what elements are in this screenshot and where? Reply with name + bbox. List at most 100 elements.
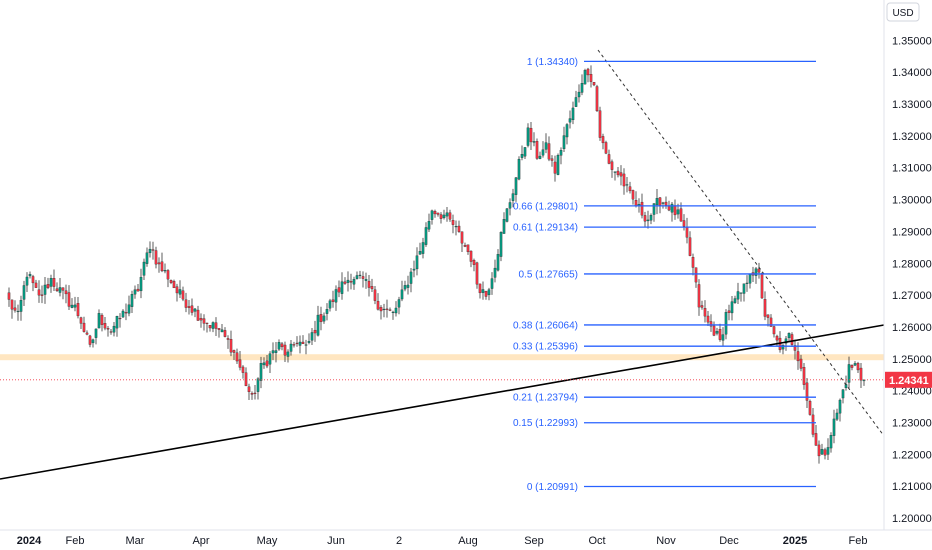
candle-body — [607, 154, 611, 164]
x-tick-label: Dec — [719, 535, 739, 547]
fib-label: 0.15 (1.22993) — [513, 418, 578, 429]
candle-body — [76, 303, 80, 317]
candle-body — [367, 280, 371, 288]
candle-body — [505, 208, 509, 222]
candle-body — [655, 198, 659, 206]
candle-body — [646, 219, 650, 222]
time-axis[interactable]: 2024 Feb Mar Apr May Jun 2 Aug Sep Oct Nov Dec 2025 F… — [0, 529, 932, 547]
zone-band — [0, 354, 884, 361]
candle-body — [508, 202, 512, 209]
candle-body — [493, 267, 497, 278]
candle-body — [538, 155, 542, 159]
y-tick-label: 1.35000 — [892, 35, 932, 47]
candle-body — [415, 255, 419, 270]
fib-label: 0.38 (1.26064) — [513, 320, 578, 331]
candle-body — [733, 298, 737, 303]
candle-body — [817, 444, 821, 457]
candle-body — [385, 308, 389, 310]
candle-body — [640, 201, 644, 216]
candle-body — [307, 341, 311, 343]
candle-body — [268, 353, 272, 365]
candle-body — [814, 433, 818, 446]
candle-body — [247, 386, 251, 393]
candle-body — [709, 321, 713, 327]
candle-body — [148, 248, 152, 254]
candle-body — [502, 219, 506, 234]
candle-body — [409, 271, 413, 284]
candle-body — [262, 362, 266, 366]
candle-body — [391, 311, 395, 313]
candle-body — [478, 283, 482, 294]
candles — [7, 65, 866, 464]
candle-body — [325, 309, 329, 314]
y-tick-label: 1.25000 — [892, 354, 932, 366]
candle-body — [316, 314, 320, 336]
candle-body — [595, 86, 599, 112]
candle-body — [775, 335, 779, 341]
candle-body — [331, 299, 335, 302]
candle-body — [838, 399, 842, 414]
candle-body — [334, 289, 338, 303]
candle-body — [763, 299, 767, 317]
candle-body — [787, 332, 791, 339]
candle-body — [352, 279, 356, 285]
candle-body — [118, 318, 122, 320]
candle-body — [319, 314, 323, 323]
candle-body — [142, 261, 146, 276]
candle-body — [340, 281, 344, 294]
candle-body — [184, 299, 188, 308]
y-tick-label: 1.20000 — [892, 513, 932, 525]
candle-body — [292, 344, 296, 346]
candle-body — [97, 313, 101, 329]
candle-body — [67, 292, 71, 307]
x-tick-label: Nov — [656, 535, 676, 547]
candle-body — [370, 286, 374, 290]
candle-body — [166, 270, 170, 280]
candle-body — [688, 237, 692, 256]
candle-body — [823, 449, 827, 456]
currency-badge[interactable] — [886, 2, 920, 22]
candle-body — [298, 341, 302, 346]
candle-body — [136, 288, 140, 292]
candle-body — [730, 301, 734, 314]
candle-body — [727, 310, 731, 313]
candle-body — [427, 221, 431, 230]
candle-body — [88, 335, 92, 345]
candle-body — [703, 308, 707, 317]
price-axis[interactable]: USD1.200001.210001.220001.230001.240001.… — [883, 0, 932, 530]
candle-body — [547, 143, 551, 160]
candle-body — [613, 171, 617, 173]
candle-body — [565, 124, 569, 138]
x-tick-label: 2 — [396, 535, 402, 547]
candle-body — [463, 245, 467, 247]
x-tick-label: Aug — [458, 535, 478, 547]
candle-body — [634, 200, 638, 207]
x-tick-label: Apr — [192, 535, 209, 547]
candle-body — [469, 250, 473, 262]
candle-body — [856, 363, 860, 371]
candle-body — [82, 322, 86, 332]
candle-body — [337, 287, 341, 293]
candle-body — [799, 358, 803, 369]
candle-body — [832, 418, 836, 436]
candle-body — [772, 326, 776, 335]
y-tick-label: 1.21000 — [892, 481, 932, 493]
candle-body — [157, 262, 161, 265]
candle-body — [748, 274, 752, 284]
candle-body — [397, 299, 401, 308]
candle-body — [43, 284, 47, 295]
candle-body — [820, 449, 824, 455]
candle-body — [757, 268, 761, 273]
candle-body — [532, 141, 536, 143]
candle-body — [205, 322, 209, 324]
candle-body — [421, 242, 425, 254]
y-tick-label: 1.26000 — [892, 322, 932, 334]
candle-body — [265, 360, 269, 367]
candle-body — [658, 197, 662, 206]
candle-body — [589, 74, 593, 82]
candle-body — [721, 334, 725, 341]
x-tick-label: Feb — [849, 535, 868, 547]
candle-body — [439, 214, 443, 219]
